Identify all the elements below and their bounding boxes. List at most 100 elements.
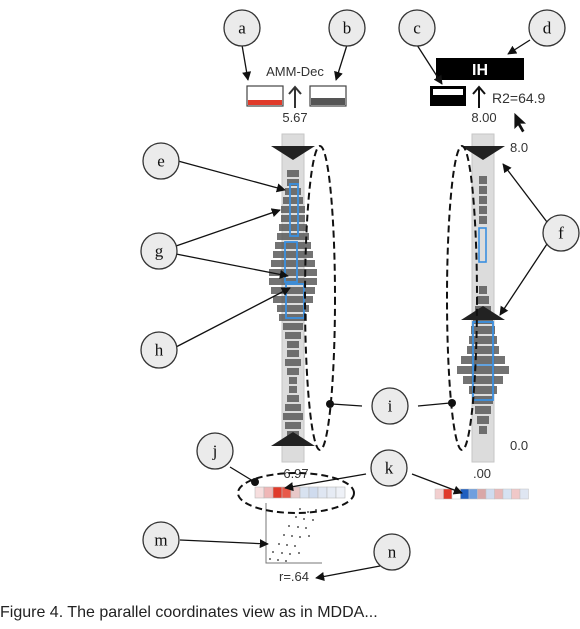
- callout-a: a: [223, 9, 261, 47]
- right-histogram-bar: [461, 356, 505, 364]
- scatter-point: [281, 552, 283, 554]
- scatter-point: [288, 525, 290, 527]
- left-color-cell: [317, 486, 328, 499]
- right-histogram-bar: [479, 206, 487, 214]
- left-selection-box-3[interactable]: [285, 283, 305, 319]
- left-selection-box-1[interactable]: [289, 183, 299, 237]
- right-selection-box-1[interactable]: [478, 227, 487, 263]
- callout-a-letter: a: [238, 19, 246, 38]
- left-color-cell: [335, 486, 346, 499]
- left-color-cell: [299, 486, 310, 499]
- left-histogram-bar: [277, 305, 309, 312]
- right-color-cell: [443, 488, 453, 500]
- leader-lines: [175, 39, 548, 581]
- callout-c: c: [398, 9, 436, 47]
- scatter-point: [297, 526, 299, 528]
- left-axis-top-handle[interactable]: [271, 146, 315, 160]
- right-color-cell: [434, 488, 444, 500]
- left-histogram-bar: [287, 341, 299, 348]
- scatter-point: [294, 545, 296, 547]
- right-histogram-bar: [467, 346, 499, 354]
- left-axis-min-swatch[interactable]: [246, 85, 284, 107]
- scatter-point: [308, 535, 310, 537]
- color-strip-dashed-ellipse: [237, 472, 355, 514]
- callout-h-letter: h: [155, 341, 164, 360]
- callout-e: e: [142, 142, 180, 180]
- left-axis-top-value: 5.67: [282, 110, 307, 125]
- scatter-point: [285, 560, 287, 562]
- right-histogram-bar: [471, 326, 495, 334]
- left-color-cell: [254, 486, 265, 499]
- right-histogram-bar: [479, 216, 487, 224]
- left-histogram-bar: [287, 395, 299, 402]
- right-histogram-bar: [479, 176, 487, 184]
- right-axis: IH R2=64.9 8.00 8.0 0.0 .00: [430, 58, 546, 500]
- left-color-strip[interactable]: [254, 486, 346, 499]
- scatter-point: [299, 536, 301, 538]
- left-axis-bottom-handle[interactable]: [271, 432, 315, 446]
- right-axis-top-handle[interactable]: [461, 146, 505, 160]
- left-histogram-bar: [271, 260, 315, 267]
- mouse-cursor-icon: [513, 111, 529, 134]
- callout-b: b: [328, 9, 366, 47]
- scatter-point: [299, 508, 301, 510]
- right-axis-scale-top: 8.0: [510, 140, 528, 155]
- right-axis-filter-handle[interactable]: [461, 306, 505, 320]
- callout-m: m: [142, 521, 180, 559]
- right-color-cell: [519, 488, 529, 500]
- left-histogram-bar: [273, 296, 313, 303]
- right-color-strip[interactable]: [434, 488, 529, 500]
- left-selection-box-2[interactable]: [284, 241, 298, 283]
- callout-j: j: [196, 432, 234, 470]
- callout-k-letter: k: [385, 459, 394, 478]
- right-selection-box-2[interactable]: [472, 321, 494, 401]
- left-histogram-bar: [289, 386, 297, 393]
- left-histogram-bar: [283, 413, 303, 420]
- figure-caption: Figure 4. The parallel coordinates view …: [0, 604, 378, 621]
- left-axis-sort-arrow-icon[interactable]: [288, 85, 302, 108]
- right-color-cell: [511, 488, 521, 500]
- left-histogram-bar: [285, 188, 301, 195]
- left-histogram-bar: [285, 422, 301, 429]
- left-histogram-bar: [269, 269, 317, 276]
- left-histogram-bar: [275, 242, 311, 249]
- right-axis-top-value: 8.00: [471, 110, 496, 125]
- scatter-point: [272, 551, 274, 553]
- left-axis-bottom-value: 6.97: [283, 466, 308, 481]
- right-color-cell: [460, 488, 470, 500]
- right-histogram-bar: [463, 376, 503, 384]
- left-color-cell: [308, 486, 319, 499]
- right-axis-swatch[interactable]: [430, 86, 466, 106]
- callout-i-letter: i: [388, 397, 393, 416]
- right-color-cell: [485, 488, 495, 500]
- left-color-cell: [263, 486, 274, 499]
- left-axis: AMM-Dec 5.67 6.97 r=.64: [246, 64, 347, 584]
- left-histogram-bar: [271, 287, 315, 294]
- left-color-cell: [281, 486, 292, 499]
- callout-e-letter: e: [157, 152, 165, 171]
- left-axis-dashed-ellipse: [304, 145, 336, 451]
- right-axis-title-box[interactable]: [436, 58, 524, 80]
- left-axis-max-swatch[interactable]: [309, 85, 347, 107]
- left-histogram-bar: [273, 251, 313, 258]
- right-histogram-bar: [477, 416, 489, 424]
- mini-scatterplot[interactable]: [265, 503, 322, 564]
- right-histogram-bar: [457, 366, 509, 374]
- callout-d-letter: d: [543, 19, 552, 38]
- left-histogram-bar: [283, 197, 303, 204]
- left-histogram-bar: [279, 224, 307, 231]
- right-histogram-bar: [475, 406, 491, 414]
- scatter-point: [269, 558, 271, 560]
- scatter-point: [295, 516, 297, 518]
- right-histogram-bar: [469, 386, 497, 394]
- left-color-cell: [272, 486, 283, 499]
- right-axis-sort-arrow-icon[interactable]: [472, 85, 486, 108]
- right-histogram-bar: [479, 426, 487, 434]
- left-color-cell: [326, 486, 337, 499]
- scatter-point: [307, 511, 309, 513]
- callout-c-letter: c: [413, 19, 421, 38]
- right-histogram-bar: [479, 286, 487, 294]
- scatter-point: [315, 509, 317, 511]
- scatter-point: [289, 553, 291, 555]
